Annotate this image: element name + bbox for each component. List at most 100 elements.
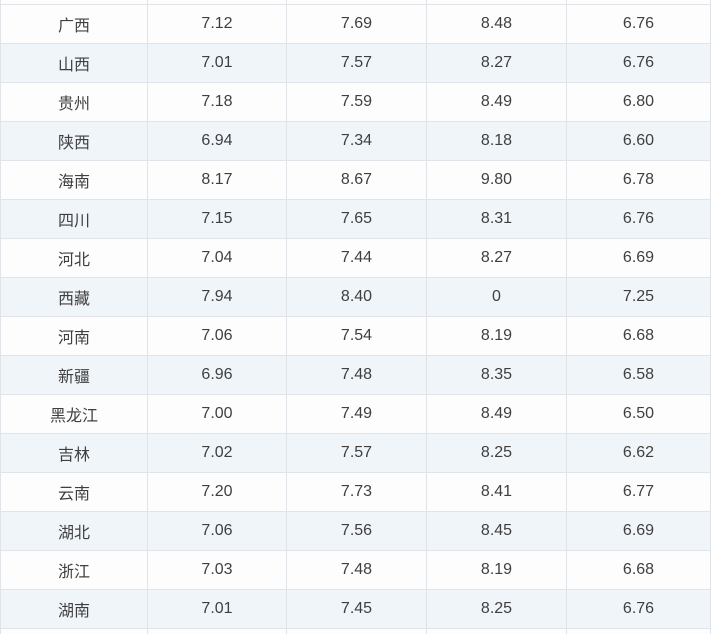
price-cell: 8.25	[426, 433, 567, 473]
price-cell: 6.76	[566, 589, 711, 629]
price-cell: 7.18	[147, 82, 287, 122]
price-cell: 7.65	[286, 199, 427, 239]
partial-cell	[0, 628, 148, 634]
price-cell: 7.54	[286, 316, 427, 356]
price-cell: 7.00	[147, 394, 287, 434]
table-row: 西藏 7.94 8.40 0 7.25	[0, 277, 711, 317]
price-cell: 7.34	[286, 121, 427, 161]
price-cell: 9.80	[426, 160, 567, 200]
price-cell: 7.20	[147, 472, 287, 512]
price-cell: 8.27	[426, 43, 567, 83]
price-cell: 8.49	[426, 82, 567, 122]
price-cell: 6.78	[566, 160, 711, 200]
price-cell: 8.18	[426, 121, 567, 161]
partial-cell	[426, 628, 567, 634]
partial-cell	[286, 628, 427, 634]
price-cell: 7.73	[286, 472, 427, 512]
price-cell: 7.01	[147, 43, 287, 83]
price-cell: 6.80	[566, 82, 711, 122]
price-cell: 6.69	[566, 511, 711, 551]
price-cell: 7.06	[147, 511, 287, 551]
table-row: 山西 7.01 7.57 8.27 6.76	[0, 43, 711, 83]
province-cell: 贵州	[0, 82, 148, 122]
province-cell: 四川	[0, 199, 148, 239]
price-cell: 7.25	[566, 277, 711, 317]
province-cell: 西藏	[0, 277, 148, 317]
price-cell: 6.68	[566, 316, 711, 356]
table-row: 吉林 7.02 7.57 8.25 6.62	[0, 433, 711, 473]
price-cell: 6.69	[566, 238, 711, 278]
price-cell: 6.77	[566, 472, 711, 512]
price-cell: 8.19	[426, 550, 567, 590]
price-cell: 8.17	[147, 160, 287, 200]
price-cell: 7.69	[286, 4, 427, 44]
province-cell: 黑龙江	[0, 394, 148, 434]
table-row: 湖北 7.06 7.56 8.45 6.69	[0, 511, 711, 551]
price-cell: 7.06	[147, 316, 287, 356]
price-cell: 7.15	[147, 199, 287, 239]
price-cell: 7.94	[147, 277, 287, 317]
price-cell: 6.62	[566, 433, 711, 473]
province-cell: 河南	[0, 316, 148, 356]
price-cell: 6.50	[566, 394, 711, 434]
table-row: 新疆 6.96 7.48 8.35 6.58	[0, 355, 711, 395]
price-cell: 8.48	[426, 4, 567, 44]
price-cell: 6.94	[147, 121, 287, 161]
price-cell: 8.27	[426, 238, 567, 278]
price-cell: 8.45	[426, 511, 567, 551]
price-cell: 8.41	[426, 472, 567, 512]
table-row: 海南 8.17 8.67 9.80 6.78	[0, 160, 711, 200]
partial-cell	[566, 628, 711, 634]
table-row: 云南 7.20 7.73 8.41 6.77	[0, 472, 711, 512]
price-cell: 6.68	[566, 550, 711, 590]
price-cell: 8.40	[286, 277, 427, 317]
table-row: 河南 7.06 7.54 8.19 6.68	[0, 316, 711, 356]
price-cell: 8.31	[426, 199, 567, 239]
price-cell: 7.59	[286, 82, 427, 122]
price-cell: 7.57	[286, 43, 427, 83]
province-cell: 河北	[0, 238, 148, 278]
table-row: 四川 7.15 7.65 8.31 6.76	[0, 199, 711, 239]
province-cell: 浙江	[0, 550, 148, 590]
province-cell: 广西	[0, 4, 148, 44]
price-cell: 6.76	[566, 199, 711, 239]
province-cell: 山西	[0, 43, 148, 83]
province-cell: 吉林	[0, 433, 148, 473]
price-cell: 6.60	[566, 121, 711, 161]
table-row: 浙江 7.03 7.48 8.19 6.68	[0, 550, 711, 590]
table-row: 河北 7.04 7.44 8.27 6.69	[0, 238, 711, 278]
price-cell: 6.76	[566, 4, 711, 44]
table-row: 黑龙江 7.00 7.49 8.49 6.50	[0, 394, 711, 434]
price-cell: 7.49	[286, 394, 427, 434]
table-row: 贵州 7.18 7.59 8.49 6.80	[0, 82, 711, 122]
price-cell: 7.12	[147, 4, 287, 44]
price-cell: 7.44	[286, 238, 427, 278]
price-cell: 7.56	[286, 511, 427, 551]
province-cell: 新疆	[0, 355, 148, 395]
price-cell: 7.48	[286, 550, 427, 590]
table-row: 陕西 6.94 7.34 8.18 6.60	[0, 121, 711, 161]
partial-row-bottom	[0, 628, 711, 634]
price-cell: 6.76	[566, 43, 711, 83]
table-row: 广西 7.12 7.69 8.48 6.76	[0, 4, 711, 44]
table-row: 湖南 7.01 7.45 8.25 6.76	[0, 589, 711, 629]
province-cell: 湖南	[0, 589, 148, 629]
partial-cell	[147, 628, 287, 634]
price-cell: 6.58	[566, 355, 711, 395]
price-cell: 6.96	[147, 355, 287, 395]
price-cell: 7.02	[147, 433, 287, 473]
price-cell: 7.03	[147, 550, 287, 590]
price-cell: 0	[426, 277, 567, 317]
province-cell: 陕西	[0, 121, 148, 161]
province-cell: 云南	[0, 472, 148, 512]
province-cell: 湖北	[0, 511, 148, 551]
price-cell: 8.67	[286, 160, 427, 200]
province-cell: 海南	[0, 160, 148, 200]
price-cell: 7.57	[286, 433, 427, 473]
price-cell: 7.45	[286, 589, 427, 629]
price-cell: 8.19	[426, 316, 567, 356]
price-cell: 7.48	[286, 355, 427, 395]
